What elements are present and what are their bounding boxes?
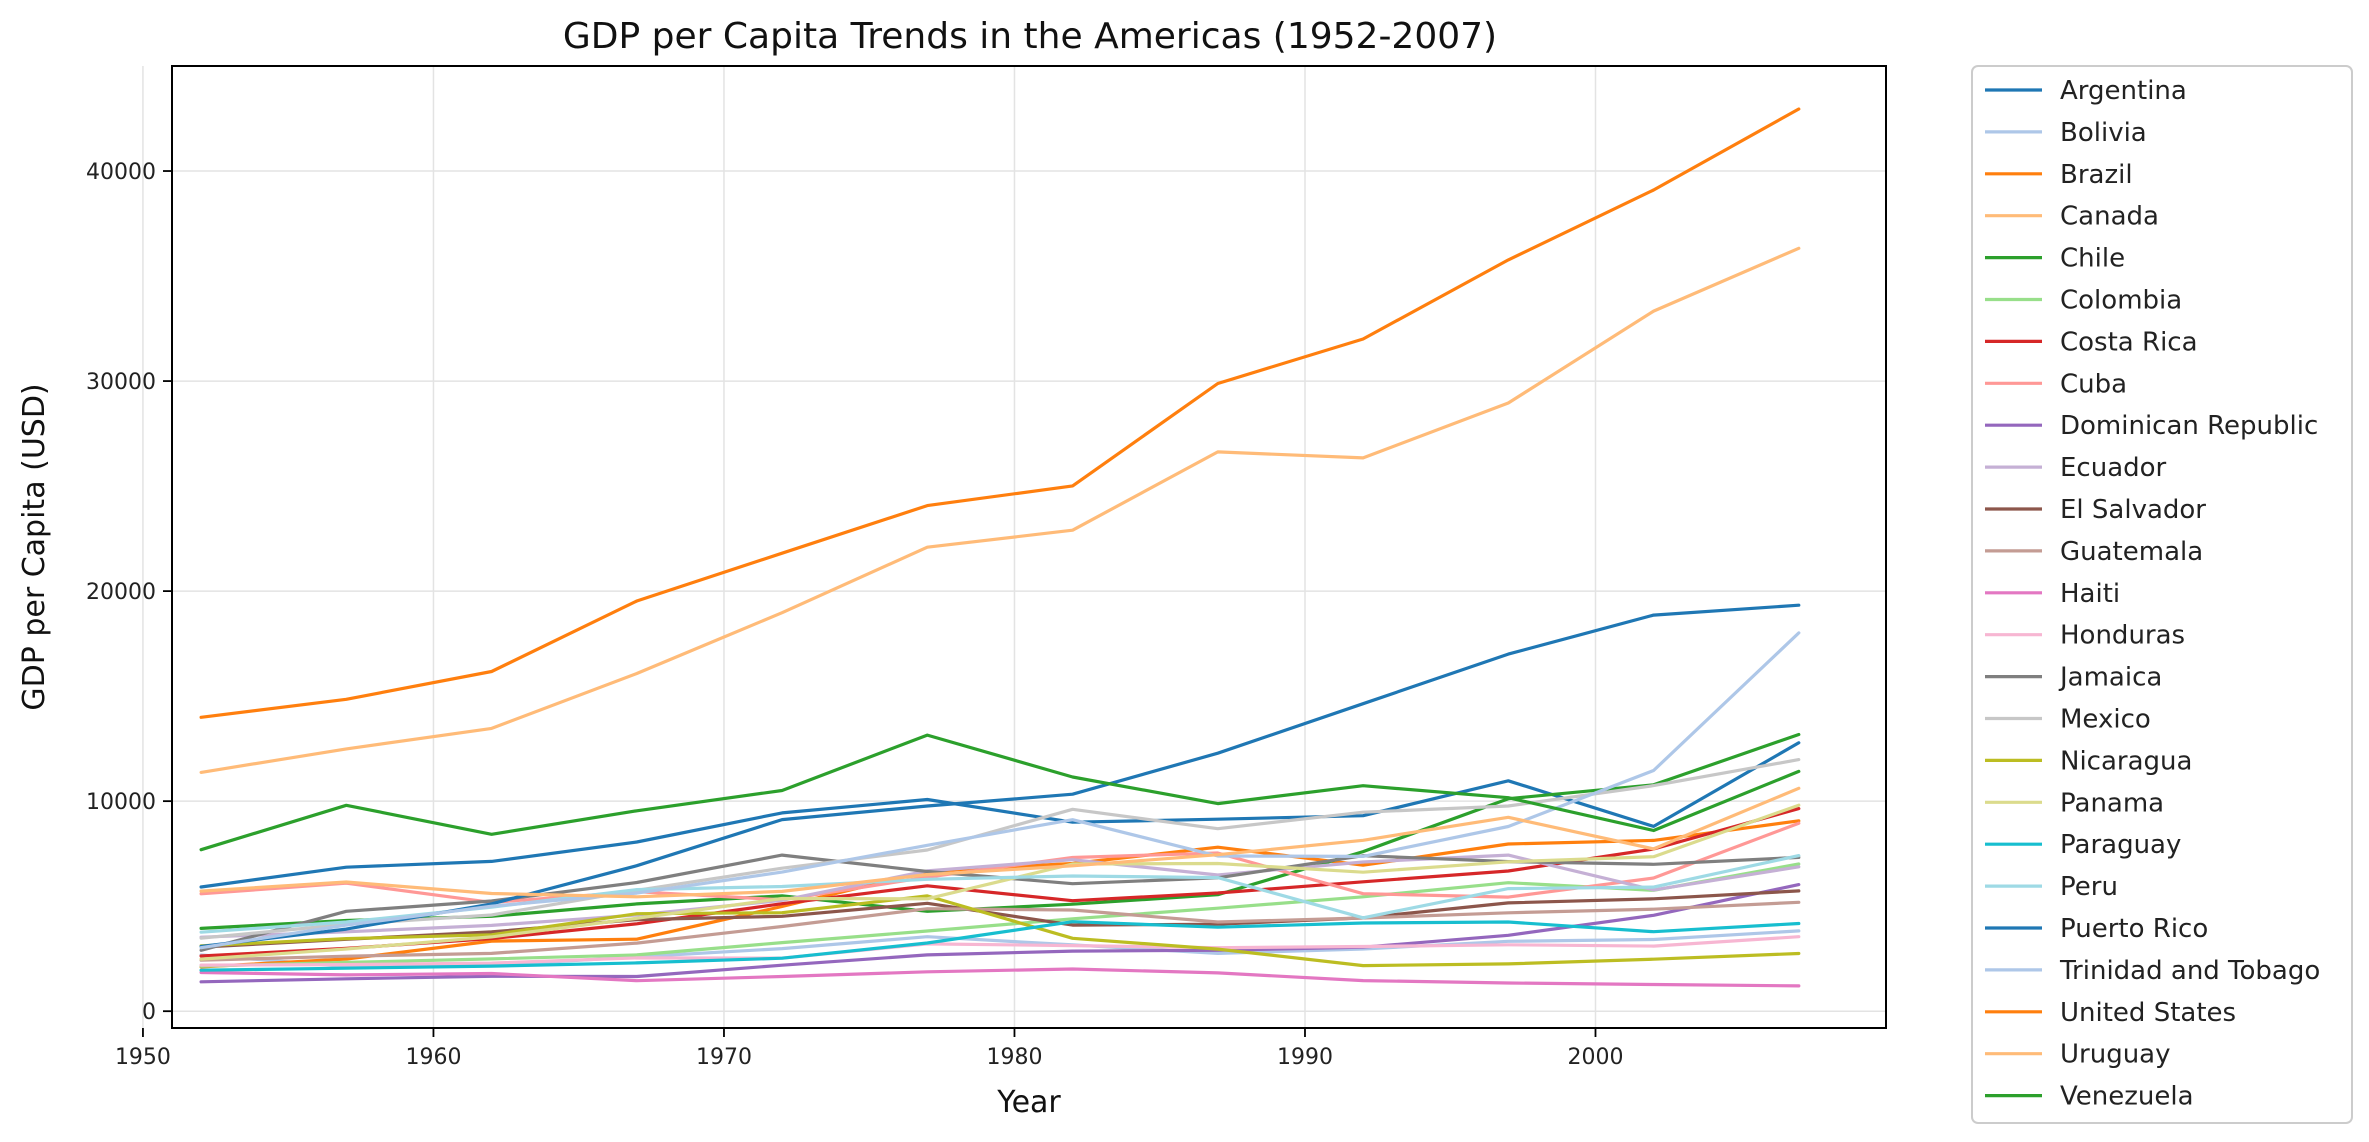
series-layer <box>199 107 1801 988</box>
legend-label-brazil: Brazil <box>2060 160 2133 190</box>
series-line-panama <box>199 803 1801 961</box>
legend-label-mexico: Mexico <box>2060 705 2151 735</box>
series-line-colombia <box>199 862 1801 968</box>
legend-label-canada: Canada <box>2060 202 2159 232</box>
series-line-venezuela <box>199 733 1801 852</box>
legend-label-uruguay: Uruguay <box>2060 1040 2171 1070</box>
legend-label-honduras: Honduras <box>2060 621 2185 651</box>
legend-label-cuba: Cuba <box>2060 369 2127 399</box>
legend-label-haiti: Haiti <box>2060 579 2120 609</box>
series-line-trinidad-and-tobago <box>199 631 1801 950</box>
x-axis-ticks: 1950 1960 1970 1980 1990 2000 <box>115 1028 1623 1070</box>
legend-label-venezuela: Venezuela <box>2060 1082 2194 1112</box>
legend-label-paraguay: Paraguay <box>2060 830 2181 860</box>
legend-label-el-salvador: El Salvador <box>2060 495 2206 525</box>
legend-label-chile: Chile <box>2060 244 2125 274</box>
y-tick-label: 10000 <box>86 790 156 815</box>
series-line-nicaragua <box>199 894 1801 968</box>
legend-label-ecuador: Ecuador <box>2060 453 2167 483</box>
legend-label-jamaica: Jamaica <box>2058 663 2162 693</box>
series-line-united-states <box>199 107 1801 719</box>
legend-label-argentina: Argentina <box>2060 76 2187 106</box>
y-tick-label: 20000 <box>86 580 156 605</box>
x-tick-label: 1970 <box>696 1045 752 1070</box>
x-tick-label: 2000 <box>1567 1045 1623 1070</box>
chart-title: GDP per Capita Trends in the Americas (1… <box>563 16 1497 57</box>
series-line-el-salvador <box>199 889 1801 949</box>
legend-label-dominican-republic: Dominican Republic <box>2060 411 2318 441</box>
x-tick-label: 1960 <box>405 1045 461 1070</box>
series-line-cuba <box>199 821 1801 905</box>
y-tick-label: 30000 <box>86 370 156 395</box>
legend-label-colombia: Colombia <box>2060 286 2182 316</box>
y-axis-label: GDP per Capita (USD) <box>17 383 52 710</box>
series-line-argentina <box>199 741 1801 889</box>
legend-frame <box>1971 65 2353 1124</box>
series-line-uruguay <box>199 786 1801 899</box>
series-line-dominican-republic <box>199 882 1801 984</box>
legend-label-united-states: United States <box>2060 998 2236 1028</box>
y-tick-label: 40000 <box>86 160 156 185</box>
legend-label-peru: Peru <box>2060 872 2118 902</box>
series-line-paraguay <box>199 920 1801 972</box>
legend-label-costa-rica: Costa Rica <box>2060 327 2198 357</box>
x-axis-label: Year <box>996 1085 1061 1120</box>
series-line-canada <box>199 246 1801 775</box>
x-tick-label: 1980 <box>986 1045 1042 1070</box>
series-line-haiti <box>199 967 1801 988</box>
y-tick-label: 0 <box>142 1000 156 1025</box>
legend-label-guatemala: Guatemala <box>2060 537 2203 567</box>
legend-label-panama: Panama <box>2060 788 2164 818</box>
x-tick-label: 1950 <box>115 1045 171 1070</box>
legend: Argentina Bolivia Brazil Canada Chile Colombi… <box>1971 65 2353 1124</box>
legend-label-puerto-rico: Puerto Rico <box>2060 914 2208 944</box>
x-tick-label: 1990 <box>1277 1045 1333 1070</box>
legend-label-bolivia: Bolivia <box>2060 118 2147 148</box>
series-line-honduras <box>199 935 1801 967</box>
series-line-guatemala <box>199 900 1801 962</box>
plot-frame <box>171 65 1887 1029</box>
legend-label-trinidad-and-tobago: Trinidad and Tobago <box>2059 956 2320 986</box>
y-axis-ticks: 0 10000 20000 30000 40000 <box>86 160 172 1025</box>
grid-layer <box>142 66 1886 1028</box>
legend-label-nicaragua: Nicaragua <box>2060 746 2192 776</box>
